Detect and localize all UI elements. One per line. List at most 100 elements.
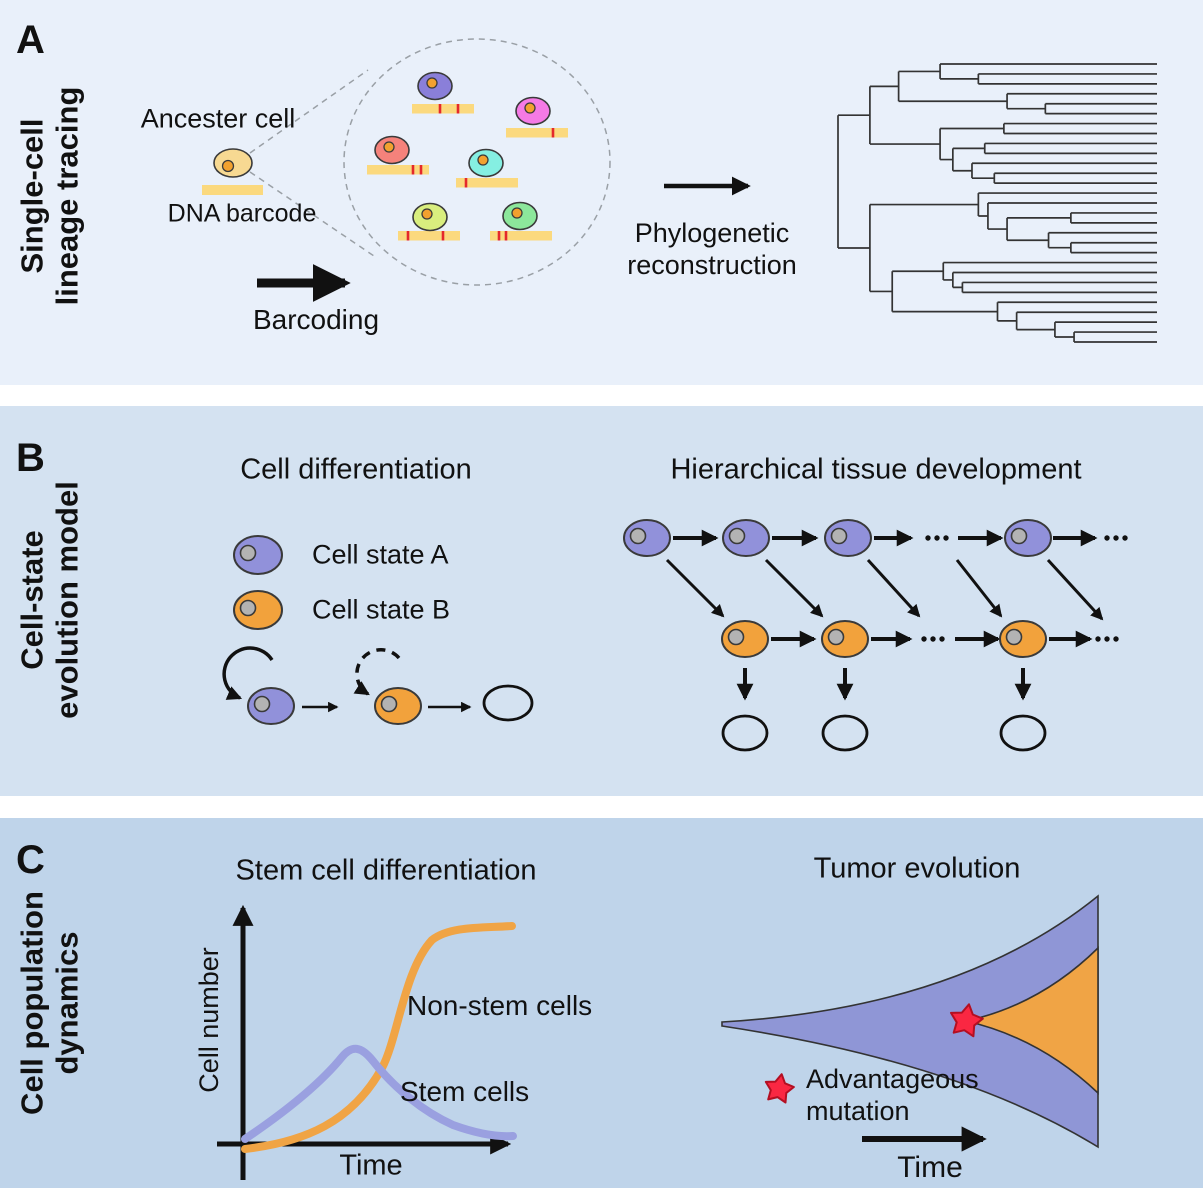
ellipsis-dots bbox=[934, 535, 940, 541]
legend-cell-state-a-swatch bbox=[233, 535, 283, 575]
panel-b-letter: B bbox=[16, 436, 45, 480]
self-renewal-loop-solid bbox=[222, 646, 274, 700]
cell bbox=[1004, 519, 1052, 557]
non-stem-cells-label: Non-stem cells bbox=[407, 990, 593, 1021]
barcode-mutation-tick bbox=[406, 231, 410, 241]
non-stem-cells-curve bbox=[241, 922, 516, 1153]
ellipsis-dots bbox=[1104, 535, 1110, 541]
legend-cell-state-b-swatch bbox=[233, 590, 283, 630]
cell bbox=[213, 148, 253, 178]
barcode-mutation-tick bbox=[551, 128, 555, 138]
differentiation-arrow bbox=[955, 559, 1003, 618]
ellipsis-dots bbox=[939, 636, 945, 642]
barcode-mutation-tick bbox=[441, 231, 445, 241]
barcoded-cell bbox=[456, 148, 518, 188]
ancestor-cell-label: Ancester cell bbox=[140, 103, 296, 134]
ellipsis-dots bbox=[1104, 636, 1110, 642]
panel-b-side-title: Cell-state evolution model bbox=[14, 481, 84, 719]
cell bbox=[821, 620, 869, 658]
differentiation-arrow bbox=[1046, 558, 1104, 621]
ellipsis-dots bbox=[1113, 535, 1119, 541]
cell bbox=[721, 620, 769, 658]
death-ellipse bbox=[999, 714, 1047, 752]
barcode-mutation-tick bbox=[456, 104, 460, 114]
differentiation-arrow bbox=[665, 558, 725, 618]
tumor-inner-clone bbox=[965, 946, 1099, 1095]
barcode-mutation-tick bbox=[464, 178, 468, 188]
death-ellipse bbox=[482, 684, 534, 722]
cell bbox=[468, 148, 504, 178]
cell bbox=[417, 71, 453, 101]
hierarchical-tissue-diagram bbox=[623, 519, 1128, 752]
cell-state-a bbox=[247, 687, 295, 725]
panel-a-letter: A bbox=[16, 18, 45, 62]
dna-barcode-bar bbox=[490, 231, 552, 241]
tumor-outer-clone bbox=[721, 894, 1099, 1149]
panel-a-side-title: Single-cell lineage tracing bbox=[14, 86, 84, 306]
dna-barcode-bar bbox=[398, 231, 460, 241]
dna-barcode-bar bbox=[367, 165, 429, 175]
barcode-mutation-tick bbox=[438, 104, 442, 114]
cell bbox=[999, 620, 1047, 658]
dna-barcode-bar bbox=[456, 178, 518, 188]
cell bbox=[502, 201, 538, 231]
barcode-mutation-tick bbox=[411, 165, 415, 175]
time-label: Time bbox=[897, 1151, 963, 1184]
cell bbox=[824, 519, 872, 557]
dna-barcode-bar bbox=[412, 104, 474, 114]
advantageous-mutation-label: Advantageous mutation bbox=[806, 1064, 979, 1126]
cell bbox=[623, 519, 671, 557]
cell-state-b bbox=[374, 687, 422, 725]
legend-cell-state-b-label: Cell state B bbox=[312, 594, 451, 625]
self-renewal-loop-dashed bbox=[353, 648, 401, 696]
death-ellipse bbox=[721, 714, 769, 752]
barcode-mutation-tick bbox=[504, 231, 508, 241]
barcode-mutation-tick bbox=[497, 231, 501, 241]
tumor-evolution-diagram bbox=[721, 894, 1099, 1152]
tumor-evolution-title: Tumor evolution bbox=[813, 852, 1021, 885]
legend-cell-state-a-label: Cell state A bbox=[312, 539, 449, 570]
y-axis-label: Cell number bbox=[193, 947, 224, 1093]
phylogenetic-label: Phylogenetic reconstruction bbox=[627, 218, 797, 280]
cell bbox=[515, 96, 551, 126]
legend-cell-swatches bbox=[233, 535, 283, 630]
magnifier-circle bbox=[249, 38, 611, 286]
panel-c-letter: C bbox=[16, 838, 45, 882]
stem-cells-curve bbox=[241, 1044, 517, 1143]
barcoded-cell bbox=[490, 201, 552, 241]
cell bbox=[722, 519, 770, 557]
ellipsis-dots bbox=[943, 535, 949, 541]
cell bbox=[374, 135, 410, 165]
death-ellipse bbox=[821, 714, 869, 752]
barcode-mutation-tick bbox=[419, 165, 423, 175]
dna-barcode-bar bbox=[506, 128, 568, 138]
ellipsis-dots bbox=[921, 636, 927, 642]
barcoded-cells bbox=[367, 71, 568, 241]
barcoded-cell bbox=[412, 71, 474, 114]
barcoded-cell bbox=[398, 202, 460, 241]
ellipsis-dots bbox=[1122, 535, 1128, 541]
cell bbox=[412, 202, 448, 232]
x-axis-label: Time bbox=[339, 1149, 403, 1182]
stem-cells-label: Stem cells bbox=[400, 1076, 530, 1107]
differentiation-arrow bbox=[764, 558, 824, 618]
mutation-star bbox=[950, 1003, 984, 1038]
stem-differentiation-title: Stem cell differentiation bbox=[235, 854, 537, 887]
ancestor-cell bbox=[202, 148, 263, 195]
barcoded-cell bbox=[506, 96, 568, 138]
cell-differentiation-diagram bbox=[222, 646, 534, 725]
dna-barcode-bar bbox=[202, 185, 263, 195]
barcoded-cell bbox=[367, 135, 429, 175]
cell-differentiation-title: Cell differentiation bbox=[240, 453, 472, 486]
dna-barcode-label: DNA barcode bbox=[167, 199, 317, 228]
ellipsis-dots bbox=[1095, 636, 1101, 642]
barcoding-label: Barcoding bbox=[252, 304, 380, 335]
mutation-star-legend bbox=[764, 1073, 795, 1104]
ellipsis-dots bbox=[925, 535, 931, 541]
stem-cell-chart bbox=[217, 904, 517, 1180]
ellipsis-dots bbox=[930, 636, 936, 642]
ellipsis-dots bbox=[1113, 636, 1119, 642]
hierarchical-development-title: Hierarchical tissue development bbox=[670, 453, 1082, 486]
